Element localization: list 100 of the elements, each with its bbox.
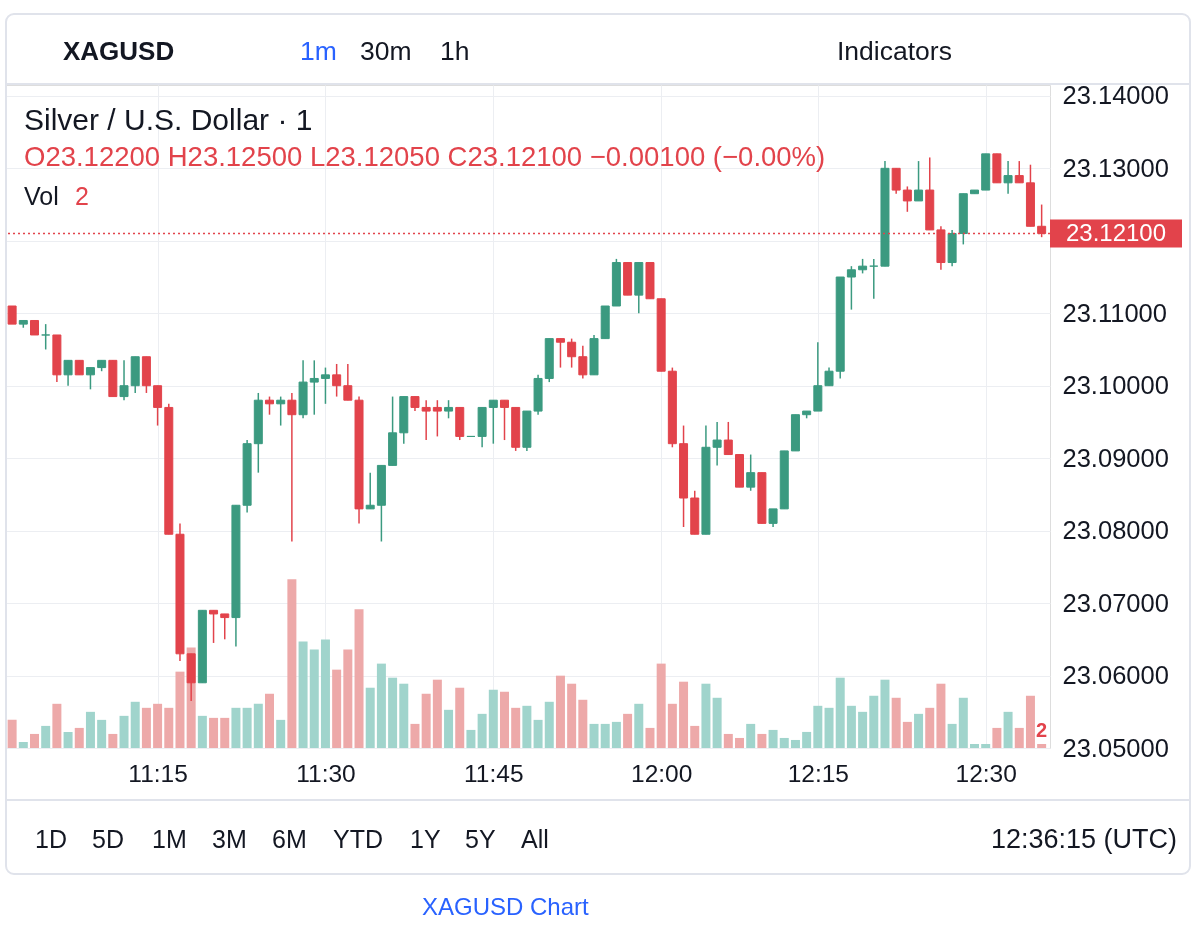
ref-line-label: 23.12100 — [1065, 218, 1167, 246]
candlestick — [1014, 160, 1024, 184]
bar — [410, 723, 420, 748]
bar — [679, 681, 689, 748]
bar — [723, 733, 733, 748]
candlestick — [209, 609, 219, 644]
bar — [432, 679, 442, 748]
candlestick — [567, 337, 577, 369]
y-tick-label: 23.05000 — [1062, 733, 1169, 762]
bar — [813, 705, 823, 748]
text: YTD — [333, 825, 383, 853]
bar — [444, 709, 454, 748]
candlestick — [902, 185, 912, 213]
bar — [701, 683, 711, 748]
bar — [365, 687, 375, 748]
candlestick — [891, 167, 901, 195]
bar — [925, 707, 935, 748]
bar — [141, 707, 151, 748]
text: 1D — [35, 825, 67, 853]
bar — [1014, 727, 1024, 748]
bar — [623, 713, 633, 748]
y-tick-label: 23.06000 — [1062, 661, 1169, 690]
bar — [7, 719, 17, 748]
bar — [567, 683, 577, 748]
candlestick — [1003, 160, 1013, 195]
bar — [600, 723, 610, 748]
text: O23.12200 H23.12500 L23.12050 C23.12100 −0.00100 (−0.00%) — [24, 141, 826, 172]
candlestick — [320, 366, 330, 405]
bar — [1037, 743, 1047, 748]
bar — [779, 737, 789, 748]
bar — [421, 693, 431, 748]
bar — [18, 741, 28, 748]
bar — [511, 707, 521, 748]
bar — [1025, 695, 1035, 748]
bar — [298, 641, 308, 748]
bar — [970, 743, 979, 748]
bar — [85, 711, 95, 748]
bar — [276, 719, 286, 748]
bar — [656, 663, 666, 748]
y-tick-label: 23.10000 — [1062, 371, 1169, 400]
annotation: 2 — [75, 182, 89, 210]
bar — [231, 707, 241, 748]
bar — [41, 725, 51, 748]
y-tick-label: 23.07000 — [1062, 588, 1169, 617]
bar — [958, 697, 968, 748]
bar — [153, 703, 163, 748]
y-tick-label: 23.11000 — [1062, 298, 1167, 327]
candlestick — [343, 363, 353, 401]
bar — [175, 671, 185, 748]
text: 1m — [300, 36, 337, 66]
bar — [645, 727, 655, 748]
bar — [880, 679, 890, 748]
candlestick — [723, 421, 733, 456]
bar — [455, 687, 465, 748]
bar — [835, 677, 845, 748]
bar — [164, 707, 174, 748]
candlestick — [768, 508, 778, 528]
bar — [712, 697, 722, 748]
y-tick-label: 23.13000 — [1062, 153, 1169, 182]
candlestick — [555, 337, 565, 369]
candlestick — [421, 399, 431, 441]
candlestick — [869, 258, 879, 300]
x-tick-label: 11:15 — [128, 759, 188, 787]
bar — [466, 729, 476, 748]
bar — [768, 729, 778, 748]
data-label: 2 — [1036, 718, 1048, 741]
bar — [735, 737, 744, 748]
text: 30m — [360, 36, 412, 66]
y-tick-label: 23.14000 — [1062, 81, 1169, 110]
candlestick — [488, 399, 498, 445]
bar — [869, 695, 879, 748]
bar — [947, 723, 957, 748]
candlestick — [914, 160, 924, 202]
bar — [533, 719, 543, 748]
bar — [209, 717, 219, 748]
text: All — [521, 825, 549, 853]
bar — [611, 721, 621, 748]
bar — [488, 689, 498, 748]
bar — [119, 715, 129, 748]
bar — [63, 731, 73, 748]
bar — [824, 707, 834, 748]
candlestick — [309, 359, 319, 416]
annotation: Vol — [24, 182, 59, 210]
bar — [757, 733, 767, 748]
bar — [1003, 711, 1013, 748]
bar — [332, 669, 342, 748]
candlestick — [7, 305, 17, 325]
candlestick — [846, 265, 856, 311]
bar — [388, 677, 398, 748]
bar — [914, 713, 924, 748]
bar — [376, 663, 386, 748]
bar — [108, 733, 118, 748]
bar — [746, 723, 756, 748]
bar — [500, 691, 509, 748]
x-tick-label: 11:30 — [296, 759, 356, 787]
y-tick-label: 23.09000 — [1062, 443, 1169, 472]
bar — [130, 701, 140, 748]
candlestick — [332, 363, 342, 398]
text: 1h — [440, 36, 470, 66]
bar — [690, 725, 700, 748]
